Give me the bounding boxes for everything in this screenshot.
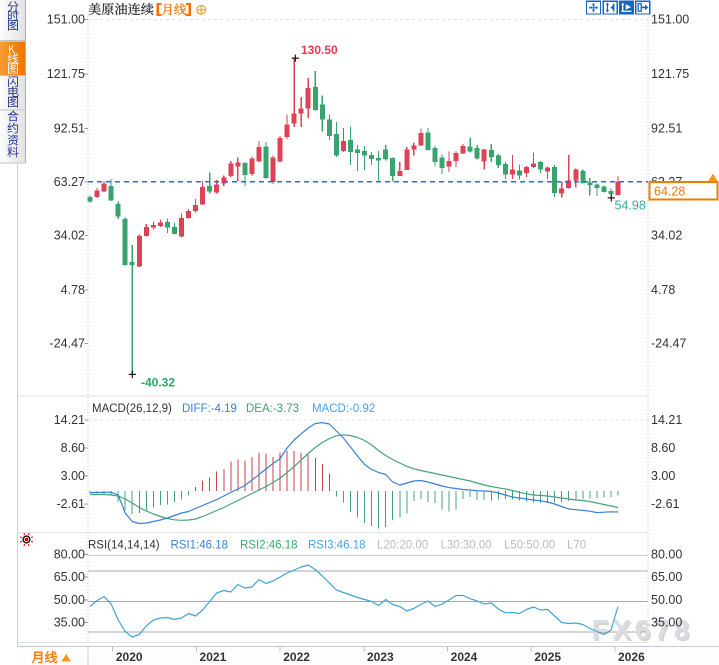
svg-text:80.00: 80.00 — [54, 548, 85, 562]
svg-text:4.78: 4.78 — [61, 283, 85, 297]
svg-text:DIFF:-4.19: DIFF:-4.19 — [182, 403, 237, 415]
svg-text:121.75: 121.75 — [47, 67, 85, 81]
svg-text:14.21: 14.21 — [651, 413, 682, 427]
svg-text:RSI(14,14,14): RSI(14,14,14) — [88, 540, 160, 552]
svg-text:-2.61: -2.61 — [651, 497, 680, 511]
svg-text:65.00: 65.00 — [651, 570, 682, 584]
svg-text:92.51: 92.51 — [651, 121, 682, 135]
svg-text:3.00: 3.00 — [61, 469, 85, 483]
svg-text:64.28: 64.28 — [654, 185, 685, 199]
svg-text:-40.32: -40.32 — [141, 376, 175, 390]
svg-text:35.00: 35.00 — [54, 616, 85, 630]
svg-text:50.00: 50.00 — [54, 593, 85, 607]
svg-text:121.75: 121.75 — [651, 67, 689, 81]
svg-text:MACD(26,12,9): MACD(26,12,9) — [92, 403, 172, 415]
svg-text:2022: 2022 — [283, 650, 310, 664]
svg-text:2025: 2025 — [534, 650, 561, 664]
svg-text:92.51: 92.51 — [54, 121, 85, 135]
svg-text:2023: 2023 — [367, 650, 394, 664]
svg-text:34.02: 34.02 — [651, 229, 682, 243]
svg-text:151.00: 151.00 — [651, 13, 689, 27]
svg-text:RSI2:46.18: RSI2:46.18 — [240, 540, 298, 552]
svg-text:L50:50.00: L50:50.00 — [504, 540, 555, 552]
svg-text:2024: 2024 — [451, 650, 478, 664]
svg-text:34.02: 34.02 — [54, 229, 85, 243]
svg-text:4.78: 4.78 — [651, 283, 675, 297]
svg-text:8.60: 8.60 — [651, 441, 675, 455]
svg-text:2026: 2026 — [618, 650, 645, 664]
svg-text:-24.47: -24.47 — [651, 337, 686, 351]
svg-text:3.00: 3.00 — [651, 469, 675, 483]
svg-text:50.00: 50.00 — [651, 593, 682, 607]
svg-text:2021: 2021 — [200, 650, 227, 664]
svg-text:8.60: 8.60 — [61, 441, 85, 455]
svg-text:130.50: 130.50 — [301, 43, 338, 57]
svg-text:MACD:-0.92: MACD:-0.92 — [312, 403, 375, 415]
svg-text:DEA:-3.73: DEA:-3.73 — [246, 403, 299, 415]
svg-text:54.98: 54.98 — [615, 199, 646, 213]
svg-text:L20:20.00: L20:20.00 — [377, 540, 428, 552]
svg-text:-2.61: -2.61 — [57, 497, 86, 511]
svg-text:63.27: 63.27 — [54, 175, 85, 189]
svg-text:65.00: 65.00 — [54, 570, 85, 584]
svg-text:L30:30.00: L30:30.00 — [441, 540, 492, 552]
svg-text:151.00: 151.00 — [47, 13, 85, 27]
svg-text:35.00: 35.00 — [651, 616, 682, 630]
svg-text:80.00: 80.00 — [651, 548, 682, 562]
svg-text:14.21: 14.21 — [54, 413, 85, 427]
svg-text:-24.47: -24.47 — [50, 337, 85, 351]
svg-text:RSI3:46.18: RSI3:46.18 — [308, 540, 366, 552]
svg-text:RSI1:46.18: RSI1:46.18 — [171, 540, 229, 552]
svg-text:L70: L70 — [567, 540, 586, 552]
svg-text:2020: 2020 — [116, 650, 143, 664]
svg-text:FX678: FX678 — [592, 614, 694, 645]
